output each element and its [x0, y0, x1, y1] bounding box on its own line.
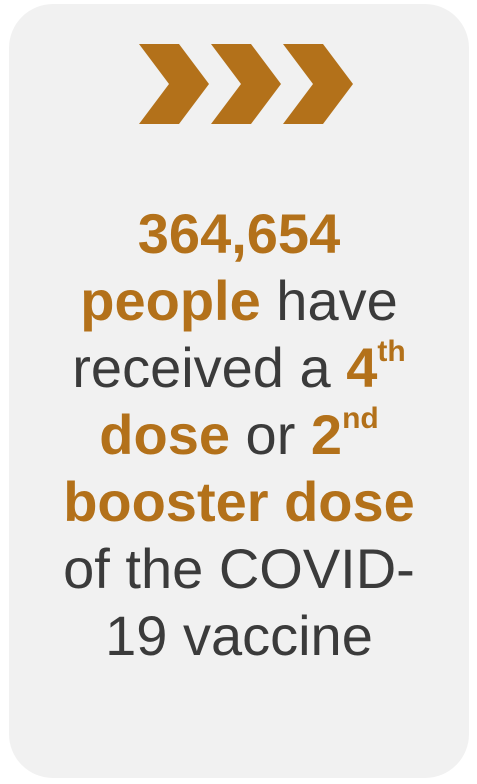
stat-message: 364,654 people have received a 4th dose …	[9, 200, 469, 669]
received-a-text: received a	[72, 336, 347, 399]
message-line-3: received a 4th	[9, 334, 469, 401]
fourth-suffix: th	[377, 335, 406, 369]
people-word: people	[80, 269, 261, 332]
of-the-covid-text: of the COVID-	[63, 537, 415, 600]
booster-dose-text: booster dose	[63, 470, 415, 533]
triple-chevron-right-icon	[139, 44, 353, 124]
dose-word: dose	[99, 403, 230, 466]
chevron-right-icon	[211, 44, 281, 124]
second-number: 2	[310, 403, 343, 466]
fourth-number: 4	[346, 336, 378, 399]
or-word: or	[229, 403, 311, 466]
have-word: have	[260, 269, 398, 332]
message-line-4: dose or 2nd	[9, 401, 469, 468]
message-line-2: people have	[9, 267, 469, 334]
second-suffix: nd	[342, 402, 379, 436]
chevron-right-icon	[139, 44, 209, 124]
vaccine-text: 19 vaccine	[105, 604, 373, 667]
vaccine-stat-card: 364,654 people have received a 4th dose …	[9, 4, 469, 778]
dose-count: 364,654	[137, 202, 341, 265]
chevron-right-icon	[283, 44, 353, 124]
